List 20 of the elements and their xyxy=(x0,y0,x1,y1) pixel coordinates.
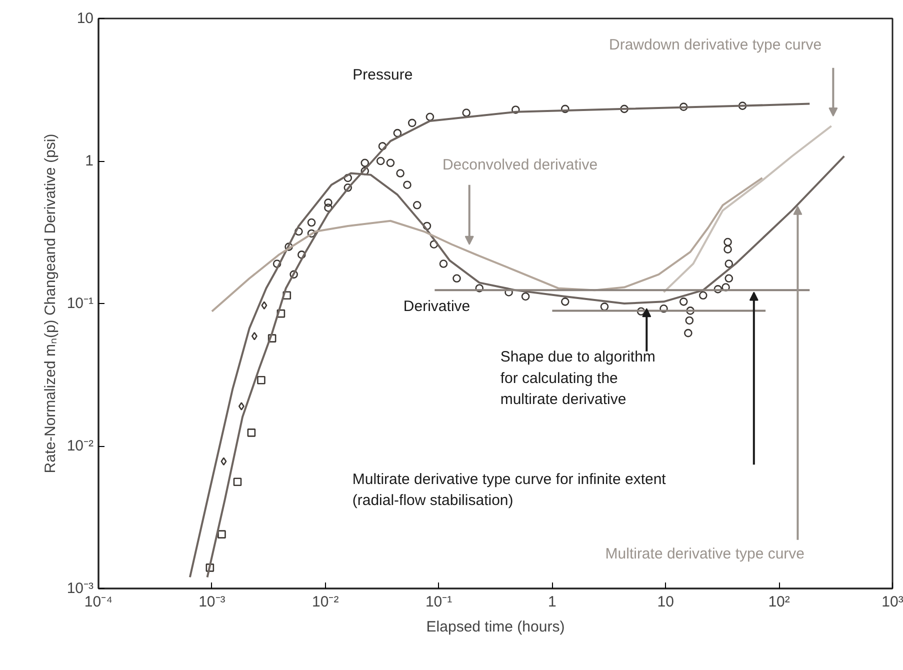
x-tick-label: 10⁻² xyxy=(312,594,339,610)
annotation: Multirate derivative type curve xyxy=(605,546,805,563)
y-tick-label: 10⁻² xyxy=(66,438,94,454)
annotation: Multirate derivative type curve for infinite extent (radial-flow stabilisation) xyxy=(352,470,667,510)
y-tick-label: 10⁻¹ xyxy=(66,295,94,312)
x-tick-label: 1 xyxy=(548,594,556,610)
x-tick-label: 10³ xyxy=(882,594,903,610)
y-tick-label: 1 xyxy=(85,152,94,170)
annotation: Deconvolved derivative xyxy=(442,156,598,174)
x-tick-label: 10⁻¹ xyxy=(425,594,452,610)
x-axis-title: Elapsed time (hours) xyxy=(426,618,565,636)
y-axis-title: Rate-Normalized mₙ(p) Changeand Derivative (psi) xyxy=(42,134,59,474)
annotation: Derivative xyxy=(403,298,470,316)
x-tick-label: 10⁻³ xyxy=(198,594,226,610)
x-tick-label: 10² xyxy=(768,594,790,610)
annotation: Drawdown derivative type curve xyxy=(609,36,822,54)
annotation: Shape due to algorithm for calculating the multirate derivative xyxy=(500,348,656,408)
y-tick-label: 10 xyxy=(76,10,94,27)
annotation: Pressure xyxy=(352,66,413,84)
x-tick-label: 10 xyxy=(657,594,674,610)
